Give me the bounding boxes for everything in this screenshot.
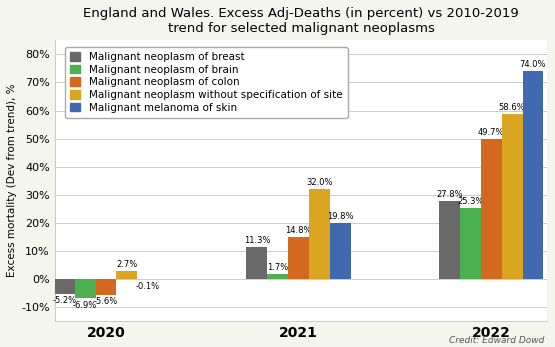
Bar	[502, 115, 523, 279]
Bar	[246, 247, 268, 279]
Legend: Malignant neoplasm of breast, Malignant neoplasm of brain, Malignant neoplasm of: Malignant neoplasm of breast, Malignant …	[65, 47, 347, 118]
Bar	[268, 274, 288, 279]
Bar	[309, 189, 330, 279]
Y-axis label: Excess mortality (Dev from trend), %: Excess mortality (Dev from trend), %	[7, 84, 17, 278]
Bar	[523, 71, 543, 279]
Bar	[460, 208, 481, 279]
Text: 27.8%: 27.8%	[436, 190, 463, 199]
Bar	[288, 237, 309, 279]
Text: 74.0%: 74.0%	[519, 60, 546, 69]
Text: 2.7%: 2.7%	[116, 260, 138, 269]
Text: 1.7%: 1.7%	[267, 263, 289, 272]
Text: 49.7%: 49.7%	[478, 128, 504, 137]
Bar	[481, 139, 502, 279]
Text: 19.8%: 19.8%	[327, 212, 354, 221]
Text: 14.8%: 14.8%	[285, 226, 312, 235]
Text: 25.3%: 25.3%	[457, 197, 483, 206]
Text: -0.1%: -0.1%	[135, 281, 160, 290]
Text: -5.2%: -5.2%	[52, 296, 76, 305]
Bar	[54, 279, 75, 294]
Bar	[439, 201, 460, 279]
Bar	[117, 271, 137, 279]
Text: -6.9%: -6.9%	[73, 301, 97, 310]
Text: 58.6%: 58.6%	[499, 103, 526, 112]
Text: -5.6%: -5.6%	[94, 297, 118, 306]
Title: England and Wales. Excess Adj-Deaths (in percent) vs 2010-2019
trend for selecte: England and Wales. Excess Adj-Deaths (in…	[83, 7, 519, 35]
Text: 11.3%: 11.3%	[244, 236, 270, 245]
Text: 32.0%: 32.0%	[306, 178, 332, 187]
Bar	[95, 279, 117, 295]
Text: Credit: Edward Dowd: Credit: Edward Dowd	[448, 336, 544, 345]
Bar	[330, 223, 351, 279]
Bar	[75, 279, 95, 298]
